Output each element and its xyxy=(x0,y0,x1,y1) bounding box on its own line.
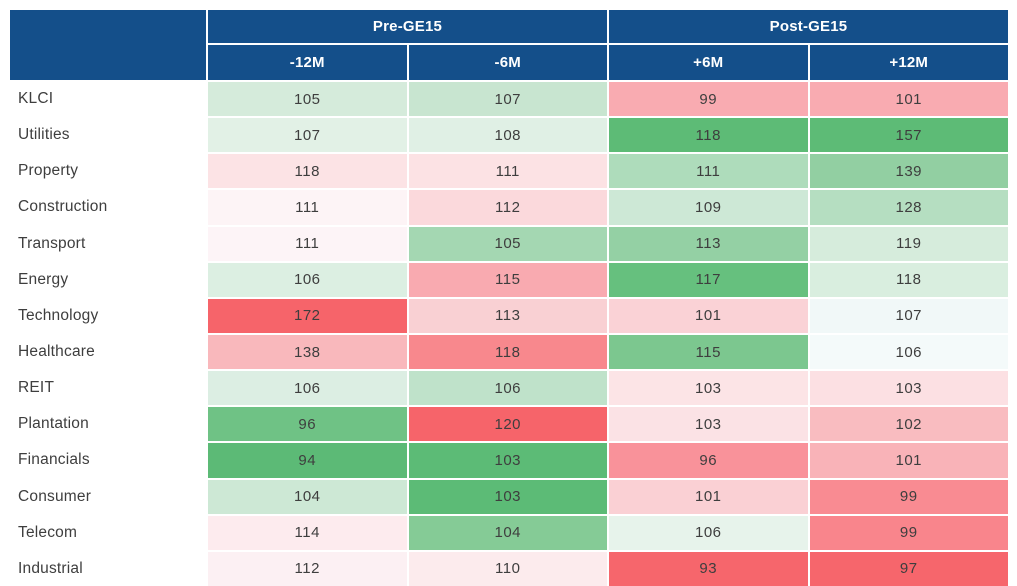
heatmap-cell: 102 xyxy=(809,407,1008,442)
heatmap-cell: 99 xyxy=(809,479,1008,514)
heatmap-cell: 118 xyxy=(809,262,1008,297)
heatmap-cell: 111 xyxy=(208,190,407,225)
heatmap-cell: 118 xyxy=(208,154,407,189)
row-label: Plantation xyxy=(10,407,206,442)
row-label: REIT xyxy=(10,371,206,406)
heatmap-cell: 94 xyxy=(208,443,407,478)
heatmap-cell: 103 xyxy=(609,407,808,442)
heatmap-cell: 111 xyxy=(609,154,808,189)
heatmap-cell: 104 xyxy=(208,479,407,514)
heatmap-cell: 118 xyxy=(408,334,607,370)
heatmap-cell: 107 xyxy=(208,118,407,153)
col-header-plus-6m: +6M xyxy=(609,45,808,80)
heatmap-cell: 106 xyxy=(208,262,407,297)
col-header-minus-6m: -6M xyxy=(408,45,607,80)
heatmap-cell: 96 xyxy=(609,443,808,478)
heatmap-cell: 93 xyxy=(609,551,808,586)
heatmap-cell: 112 xyxy=(408,190,607,225)
row-label: KLCI xyxy=(10,82,206,117)
heatmap-cell: 115 xyxy=(408,262,607,297)
heatmap-cell: 119 xyxy=(809,226,1008,261)
heatmap-cell: 97 xyxy=(809,551,1008,586)
row-label: Transport xyxy=(10,226,206,261)
heatmap-cell: 112 xyxy=(208,551,407,586)
heatmap-cell: 106 xyxy=(809,334,1008,370)
heatmap-cell: 103 xyxy=(809,371,1008,406)
heatmap-cell: 108 xyxy=(408,118,607,153)
heatmap-cell: 105 xyxy=(208,82,407,117)
row-label: Construction xyxy=(10,190,206,225)
col-header-plus-12m: +12M xyxy=(809,45,1008,80)
heatmap-cell: 117 xyxy=(609,262,808,297)
heatmap-cell: 103 xyxy=(408,443,607,478)
row-label: Consumer xyxy=(10,479,206,514)
heatmap-cell: 138 xyxy=(208,334,407,370)
heatmap-cell: 111 xyxy=(408,154,607,189)
col-header-minus-12m: -12M xyxy=(208,45,407,80)
heatmap-cell: 107 xyxy=(809,298,1008,333)
heatmap-cell: 118 xyxy=(609,118,808,153)
heatmap-cell: 111 xyxy=(208,226,407,261)
heatmap-cell: 96 xyxy=(208,407,407,442)
heatmap-cell: 109 xyxy=(609,190,808,225)
table-corner xyxy=(10,10,206,80)
heatmap-cell: 104 xyxy=(408,515,607,550)
heatmap-cell: 105 xyxy=(408,226,607,261)
heatmap-cell: 113 xyxy=(609,226,808,261)
heatmap-cell: 114 xyxy=(208,515,407,550)
heatmap-cell: 157 xyxy=(809,118,1008,153)
heatmap-cell: 113 xyxy=(408,298,607,333)
heatmap-cell: 106 xyxy=(609,515,808,550)
heatmap-cell: 99 xyxy=(809,515,1008,550)
row-label: Healthcare xyxy=(10,334,206,370)
row-label: Telecom xyxy=(10,515,206,550)
group-header-pre-ge15: Pre-GE15 xyxy=(208,10,607,43)
row-label: Financials xyxy=(10,443,206,478)
heatmap-cell: 172 xyxy=(208,298,407,333)
heatmap-cell: 115 xyxy=(609,334,808,370)
heatmap-cell: 101 xyxy=(609,298,808,333)
row-label: Industrial xyxy=(10,551,206,586)
heatmap-cell: 110 xyxy=(408,551,607,586)
heatmap-cell: 106 xyxy=(408,371,607,406)
row-label: Utilities xyxy=(10,118,206,153)
heatmap-cell: 101 xyxy=(809,82,1008,117)
heatmap-cell: 103 xyxy=(609,371,808,406)
row-label: Technology xyxy=(10,298,206,333)
row-label: Energy xyxy=(10,262,206,297)
heatmap-table: Pre-GE15 Post-GE15 -12M -6M +6M +12M KLC… xyxy=(10,10,1008,586)
heatmap-cell: 139 xyxy=(809,154,1008,189)
heatmap-cell: 106 xyxy=(208,371,407,406)
heatmap-cell: 107 xyxy=(408,82,607,117)
row-label: Property xyxy=(10,154,206,189)
group-header-post-ge15: Post-GE15 xyxy=(609,10,1008,43)
heatmap-cell: 120 xyxy=(408,407,607,442)
heatmap-cell: 103 xyxy=(408,479,607,514)
heatmap-cell: 99 xyxy=(609,82,808,117)
heatmap-cell: 101 xyxy=(809,443,1008,478)
heatmap-cell: 128 xyxy=(809,190,1008,225)
heatmap-cell: 101 xyxy=(609,479,808,514)
